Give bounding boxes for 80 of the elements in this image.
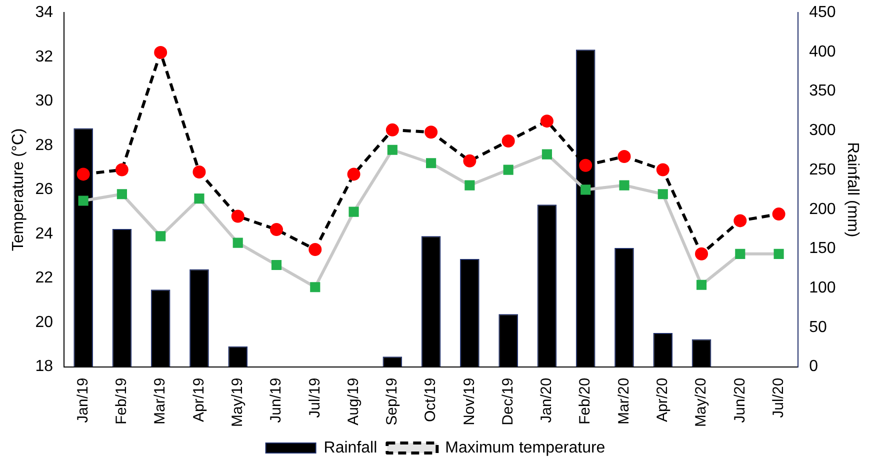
y2-tick-label: 450 [809, 4, 836, 22]
x-tick-label: Sep/19 [384, 378, 401, 426]
x-tick-label: May/20 [692, 378, 710, 428]
point [78, 196, 88, 206]
point [503, 164, 514, 175]
x-tick-label: Dec/19 [499, 378, 516, 426]
x-tick-label: Oct/19 [422, 378, 440, 422]
x-tick-label: Jun/20 [731, 378, 748, 423]
y2-tick-label: 400 [809, 43, 836, 60]
point [270, 223, 283, 236]
y2-tick-label: 300 [809, 122, 836, 140]
y-tick-label: 20 [35, 314, 54, 331]
point [192, 165, 206, 178]
y2-tick-label: 350 [809, 82, 836, 100]
point [695, 247, 708, 260]
point [502, 134, 515, 148]
point [116, 189, 127, 200]
x-tick-label: Jan/19 [74, 378, 92, 423]
point [618, 150, 631, 163]
x-tick-label: Feb/20 [576, 378, 594, 425]
y2-tick-label: 0 [809, 358, 818, 376]
x-tick-label: Jan/20 [538, 378, 556, 423]
point [696, 280, 707, 290]
y-tick-label: 26 [35, 181, 54, 198]
y2-tick-label: 150 [809, 240, 836, 258]
legend-label: Maximum temperature [445, 439, 606, 456]
point [424, 126, 438, 139]
y-tick-label: 28 [35, 136, 54, 154]
point [580, 184, 591, 195]
point [271, 260, 282, 270]
point [154, 46, 168, 59]
point [619, 180, 630, 190]
point [308, 242, 322, 256]
legend-label: Rainfall [324, 439, 378, 456]
point [231, 210, 244, 223]
point [387, 144, 398, 155]
point [347, 168, 360, 181]
x-tick-label: Apr/20 [654, 378, 672, 422]
x-tick-label: Nov/19 [460, 378, 478, 426]
y-tick-label: 30 [35, 92, 54, 110]
point [426, 158, 436, 168]
point [115, 163, 128, 176]
point [734, 214, 747, 228]
point [310, 282, 320, 292]
point [348, 206, 359, 217]
point [542, 149, 552, 160]
y-tick-label: 22 [35, 270, 54, 287]
y-tick-label: 34 [35, 4, 54, 22]
point [156, 231, 166, 242]
point [232, 238, 243, 248]
point [540, 114, 554, 128]
point [774, 248, 784, 259]
y2-tick-label: 100 [809, 280, 836, 297]
x-tick-label: Jul/20 [770, 378, 787, 418]
point [656, 163, 670, 176]
y-tick-label: 24 [35, 225, 54, 242]
x-tick-label: May/19 [229, 378, 246, 428]
y-tick-label: 32 [35, 48, 54, 66]
y2-tick-label: 250 [809, 161, 836, 178]
point [386, 123, 399, 136]
point [463, 154, 476, 168]
y2-tick-label: 200 [809, 200, 836, 218]
x-tick-label: Mar/19 [152, 378, 169, 424]
point [194, 194, 204, 204]
y-axis-title: Temperature (°C) [10, 128, 28, 252]
point [658, 189, 668, 200]
y2-axis-title: Rainfall (mm) [844, 142, 861, 238]
point [76, 168, 90, 181]
x-tick-label: Apr/19 [190, 378, 208, 422]
x-tick-label: Aug/19 [344, 378, 362, 426]
point [579, 158, 592, 172]
x-tick-label: Mar/20 [615, 378, 632, 424]
x-tick-label: Jun/19 [268, 378, 285, 423]
x-tick-label: Feb/19 [113, 378, 130, 425]
y-tick-label: 18 [35, 358, 54, 376]
point [772, 208, 786, 221]
y2-tick-label: 50 [809, 318, 828, 336]
point [464, 180, 475, 190]
point [735, 248, 746, 259]
x-tick-label: Jul/19 [306, 378, 324, 418]
